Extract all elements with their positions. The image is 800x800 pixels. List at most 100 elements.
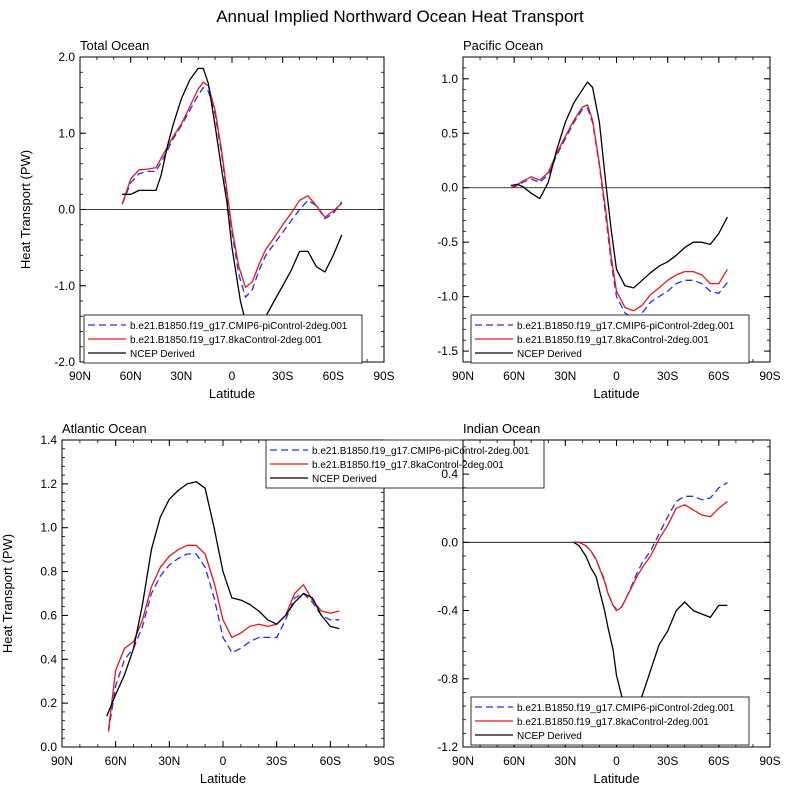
series-line-3: [573, 541, 728, 711]
x-tick-label: 60S: [708, 754, 729, 768]
panel-atlantic-ocean: Atlantic Ocean 0.0 0.2 0.4 0.6 0.8 1.0 1.2 1.4 90…: [0, 421, 545, 786]
legend-label-3: NCEP Derived: [517, 349, 582, 360]
y-tick-label: -0.4: [437, 604, 458, 618]
x-axis-label: Latitude: [209, 386, 255, 401]
x-tick-label: 30S: [657, 369, 678, 383]
series-line-1: [107, 553, 340, 732]
series-line-3: [106, 481, 340, 717]
legend-box: [470, 314, 750, 364]
x-tick-label: 60N: [120, 369, 142, 383]
y-tick-label: 0.8: [40, 565, 57, 579]
legend-label-1: b.e21.B1850.f19_g17.CMIP6-piControl-2deg…: [312, 446, 530, 457]
x-tick-label: 0: [220, 754, 227, 768]
y-tick-label: 2.0: [58, 50, 75, 64]
y-tick-label: 1.2: [40, 477, 57, 491]
x-tick-label: 30N: [170, 369, 192, 383]
legend-box: [83, 314, 363, 364]
panel-indian-ocean: Indian Ocean -1.2 -0.8 -0.4 0.0 0.4 90N 60N 30N 0…: [437, 421, 780, 786]
y-tick-label: 1.4: [40, 433, 57, 447]
y-tick-label: 0.0: [40, 740, 57, 754]
y-tick-label: -1.0: [437, 290, 458, 304]
y-tick-label: -0.8: [437, 672, 458, 686]
y-tick-label: 0.4: [40, 652, 57, 666]
legend-label-1: b.e21.B1850.f19_g17.CMIP6-piControl-2deg…: [517, 703, 735, 714]
legend: b.e21.B1850.f19_g17.CMIP6-piControl-2deg…: [470, 314, 750, 364]
panel-title: Total Ocean: [80, 38, 149, 53]
legend: b.e21.B1850.f19_g17.CMIP6-piControl-2deg…: [83, 314, 363, 364]
panel-title: Atlantic Ocean: [62, 421, 147, 436]
x-tick-label: 30N: [554, 754, 576, 768]
y-axis-label: Heat Transport (PW): [18, 150, 33, 269]
series-line-2: [573, 500, 728, 612]
legend: b.e21.B1850.f19_g17.CMIP6-piControl-2deg…: [265, 439, 545, 489]
legend-label-2: b.e21.B1850.f19_g17.8kaControl-2deg.001: [130, 335, 322, 346]
legend-box: [265, 439, 545, 489]
x-tick-label: 90S: [759, 754, 780, 768]
x-tick-label: 60S: [320, 754, 341, 768]
y-tick-label: 0.0: [58, 203, 75, 217]
y-tick-label: -1.5: [437, 344, 458, 358]
y-tick-label: 0.6: [40, 608, 57, 622]
x-tick-label: 60N: [105, 754, 127, 768]
panel-pacific-ocean: Pacific Ocean -1.5 -1.0 -0.5 0.0 0.5 1.0 90N 60N…: [437, 38, 780, 401]
panel-title: Pacific Ocean: [463, 38, 543, 53]
x-tick-label: 30S: [266, 754, 287, 768]
y-tick-label: 1.0: [40, 521, 57, 535]
legend-label-3: NCEP Derived: [517, 731, 582, 742]
legend-label-2: b.e21.B1850.f19_g17.8kaControl-2deg.001: [312, 460, 504, 471]
y-tick-label: 0.2: [40, 696, 57, 710]
x-tick-label: 90N: [452, 369, 474, 383]
x-tick-label: 30N: [158, 754, 180, 768]
x-tick-label: 0: [613, 369, 620, 383]
x-tick-label: 90N: [51, 754, 73, 768]
y-axis-label: Heat Transport (PW): [0, 534, 15, 653]
legend: b.e21.B1850.f19_g17.CMIP6-piControl-2deg…: [470, 696, 750, 746]
series-line-3: [122, 67, 343, 336]
y-tick-label: 0.5: [441, 126, 458, 140]
x-tick-label: 30S: [272, 369, 293, 383]
x-axis-label: Latitude: [593, 771, 639, 786]
series-line-1: [510, 107, 728, 320]
figure-title: Annual Implied Northward Ocean Heat Tran…: [216, 7, 584, 26]
y-tick-label: 1.0: [441, 72, 458, 86]
x-axis-label: Latitude: [200, 771, 246, 786]
x-tick-label: 90S: [759, 369, 780, 383]
legend-label-3: NCEP Derived: [312, 474, 377, 485]
series-line-3: [510, 81, 728, 289]
y-tick-label: 0.0: [441, 535, 458, 549]
x-tick-label: 60N: [503, 369, 525, 383]
y-tick-label: 0.0: [441, 181, 458, 195]
legend-box: [470, 696, 750, 746]
x-tick-label: 60S: [323, 369, 344, 383]
x-tick-label: 90N: [452, 754, 474, 768]
y-tick-label: -2.0: [54, 355, 75, 369]
y-tick-label: -1.2: [437, 740, 458, 754]
x-tick-label: 90S: [373, 369, 394, 383]
y-tick-label: 0.4: [441, 467, 458, 481]
x-tick-label: 30N: [554, 369, 576, 383]
series-line-2: [121, 81, 343, 288]
x-tick-label: 60S: [708, 369, 729, 383]
x-tick-label: 30S: [657, 754, 678, 768]
x-tick-label: 90S: [373, 754, 394, 768]
series-line-1: [121, 86, 343, 298]
y-tick-label: 1.0: [58, 126, 75, 140]
legend-label-2: b.e21.B1850.f19_g17.8kaControl-2deg.001: [517, 335, 709, 346]
panel-total-ocean: Total Ocean -2.0 -1.0 0.0 1.0 2.0 90N 60N 30N 0 30…: [18, 38, 395, 401]
legend-label-3: NCEP Derived: [130, 349, 195, 360]
y-tick-label: -1.0: [54, 279, 75, 293]
x-tick-label: 90N: [69, 369, 91, 383]
series-line-1: [573, 482, 728, 610]
legend-label-2: b.e21.B1850.f19_g17.8kaControl-2deg.001: [517, 717, 709, 728]
legend-label-1: b.e21.B1850.f19_g17.CMIP6-piControl-2deg…: [130, 321, 348, 332]
series-line-2: [107, 544, 340, 730]
panel-title: Indian Ocean: [463, 421, 540, 436]
x-tick-label: 60N: [503, 754, 525, 768]
legend-label-1: b.e21.B1850.f19_g17.CMIP6-piControl-2deg…: [517, 321, 735, 332]
x-tick-label: 0: [613, 754, 620, 768]
x-tick-label: 0: [229, 369, 236, 383]
x-axis-label: Latitude: [593, 386, 639, 401]
series-line-2: [510, 104, 728, 312]
y-tick-label: -0.5: [437, 235, 458, 249]
